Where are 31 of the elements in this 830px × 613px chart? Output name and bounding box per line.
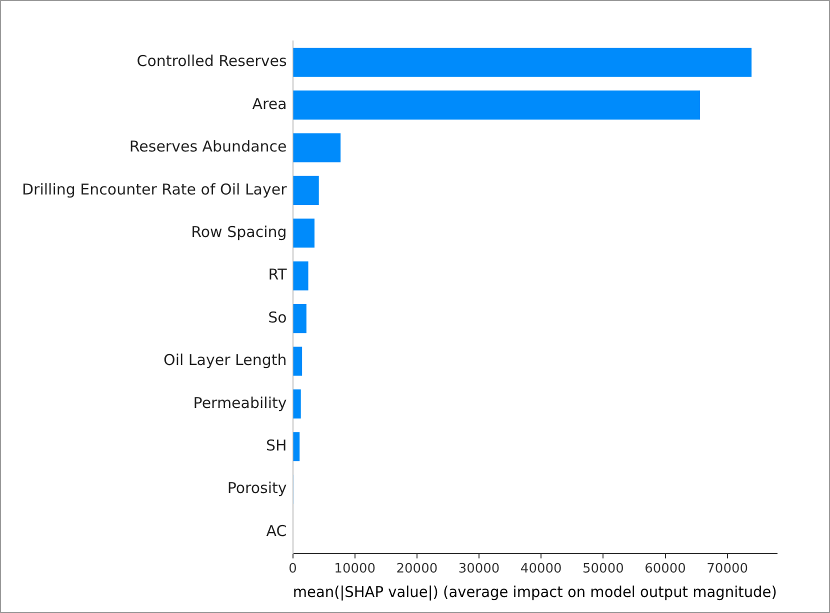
- bar: [293, 176, 319, 205]
- x-tick-label: 50000: [582, 562, 624, 577]
- y-tick-label: Permeability: [193, 394, 287, 412]
- x-tick-label: 60000: [644, 562, 686, 577]
- y-tick-label: Porosity: [227, 479, 287, 498]
- y-tick-label: Reserves Abundance: [129, 138, 287, 156]
- bar: [293, 218, 314, 248]
- y-tick-label: SH: [266, 436, 287, 455]
- y-tick-label: AC: [266, 522, 287, 540]
- x-tick-label: 0: [288, 562, 297, 577]
- bar: [293, 90, 700, 120]
- x-tick-label: 40000: [520, 562, 562, 577]
- y-tick-label: Area: [252, 94, 287, 113]
- x-tick-label: 20000: [396, 562, 438, 577]
- y-tick-label: Drilling Encounter Rate of Oil Layer: [22, 180, 288, 198]
- x-tick-label: 10000: [334, 562, 376, 577]
- y-tick-label: Controlled Reserves: [136, 52, 287, 70]
- y-tick-label: Oil Layer Length: [164, 351, 287, 370]
- bar: [293, 389, 301, 418]
- x-tick-label: 30000: [458, 562, 500, 577]
- y-tick-label: RT: [268, 266, 288, 284]
- y-tick-label: So: [268, 308, 287, 326]
- bar: [293, 304, 306, 334]
- bar: [293, 346, 302, 376]
- x-tick-label: 70000: [706, 562, 748, 577]
- y-tick-label: Row Spacing: [191, 223, 287, 242]
- x-axis-title: mean(|SHAP value|) (average impact on model output magnitude): [292, 584, 777, 601]
- bar: [293, 48, 752, 77]
- bar: [293, 133, 341, 162]
- bar: [293, 261, 308, 290]
- bar: [293, 432, 300, 462]
